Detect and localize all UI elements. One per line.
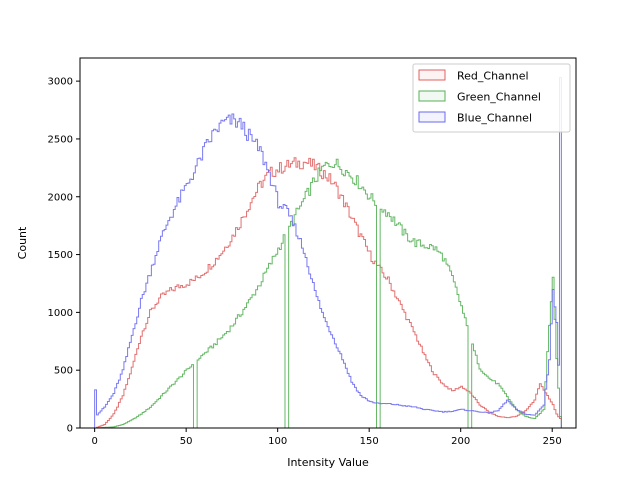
x-tick-label: 100 [268,436,287,447]
legend-swatch-blue-channel [418,111,446,123]
y-tick-label: 0 [67,424,73,435]
y-tick-label: 2500 [48,134,73,145]
series-line-green-channel [94,158,564,428]
x-tick-label: 0 [91,436,97,447]
x-axis: 0 50 100 150 200 250 [91,428,562,447]
legend-label-red-channel: Red_Channel [457,70,529,83]
legend-swatch-green-channel [418,90,446,102]
legend-label-green-channel: Green_Channel [457,91,541,104]
y-axis-label: Count [16,226,29,259]
plot-area [94,77,564,428]
legend-label-blue-channel: Blue_Channel [457,112,532,125]
x-tick-label: 250 [543,436,562,447]
y-tick-label: 1500 [48,250,73,261]
legend: Red_Channel Green_Channel Blue_Channel [412,63,571,133]
y-tick-label: 3000 [48,77,73,88]
y-tick-label: 500 [54,366,73,377]
plot-frame [79,57,577,429]
x-axis-label: Intensity Value [287,456,369,469]
x-tick-label: 50 [180,436,193,447]
y-tick-label: 1000 [48,308,73,319]
y-tick-label: 2000 [48,192,73,203]
legend-box [412,63,571,133]
y-axis: 0 500 1000 1500 2000 2500 3000 [48,77,80,435]
series-line-red-channel [94,157,564,428]
legend-swatch-red-channel [418,69,446,81]
series-line-blue-channel [94,77,564,428]
x-tick-label: 150 [360,436,379,447]
x-tick-label: 200 [451,436,470,447]
